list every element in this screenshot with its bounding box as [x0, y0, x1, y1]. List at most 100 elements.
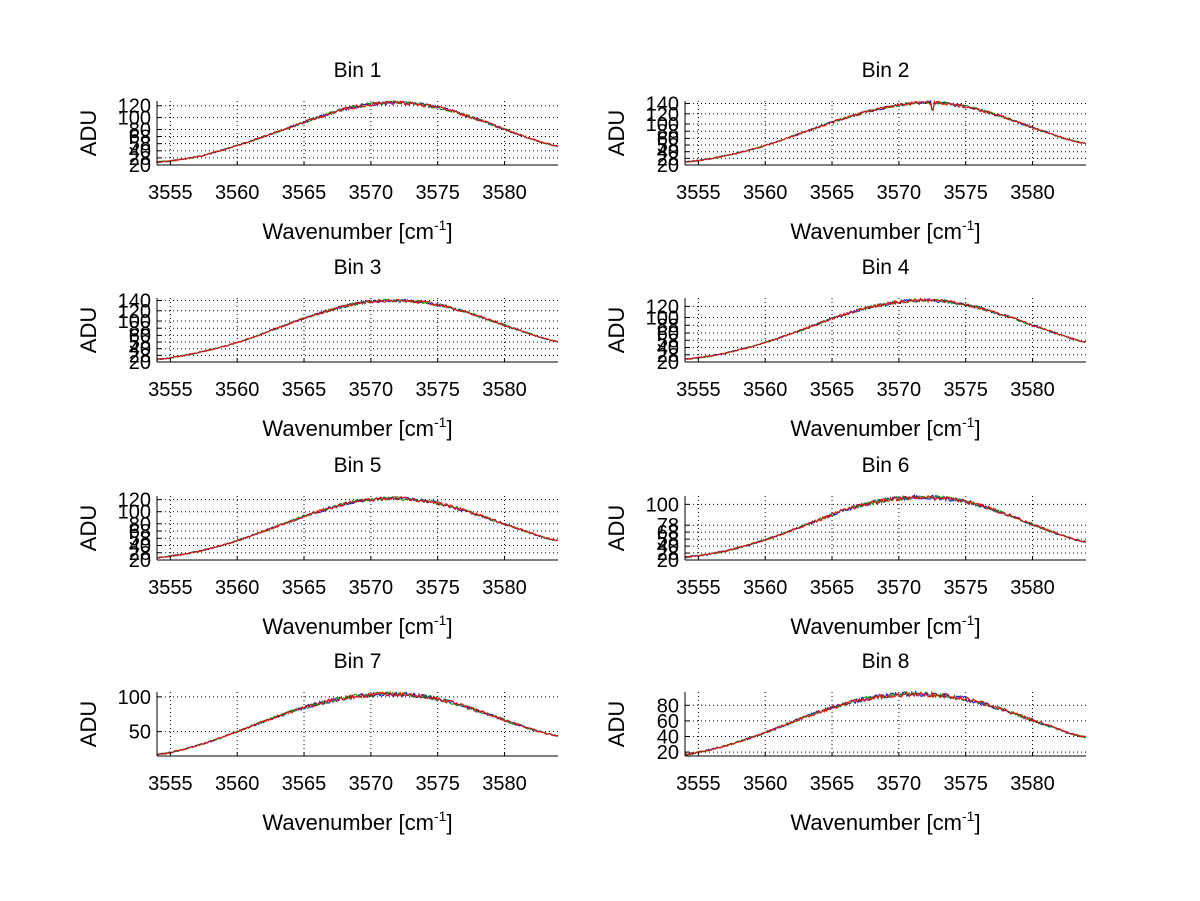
subplot-bin-2: Bin 2 3555 3560 3565 3570 3575 3580 20284058608… — [604, 59, 1087, 244]
x-tick-label: 3570 — [877, 577, 922, 599]
y-tick-label: 120 — [646, 296, 679, 318]
x-tick-label: 3575 — [415, 379, 460, 401]
y-tick-label: 28 — [129, 543, 151, 565]
series-line-3 — [684, 494, 1087, 558]
y-axis-label: ADU — [76, 110, 101, 156]
x-tick-label: 3555 — [676, 379, 721, 401]
y-axis-label: ADU — [604, 505, 629, 551]
series-line-2 — [156, 99, 559, 163]
chart-title: Bin 8 — [862, 650, 910, 673]
x-tick-label: 3555 — [148, 577, 193, 599]
y-tick-label: 40 — [657, 142, 679, 164]
y-tick-label: 68 — [129, 127, 151, 149]
y-axis-label: ADU — [604, 701, 629, 747]
x-tick-label: 3565 — [810, 773, 855, 795]
x-axis-label: Wavenumber [cm-1] — [790, 414, 980, 441]
x-tick-label: 3565 — [282, 773, 327, 795]
x-tick-label: 3560 — [743, 379, 788, 401]
x-tick-label: 3580 — [1010, 182, 1055, 204]
y-tick-label: 60 — [657, 128, 679, 150]
x-tick-label: 3570 — [877, 182, 922, 204]
y-tick-label: 100 — [646, 307, 679, 329]
y-axis-label: ADU — [604, 307, 629, 353]
y-tick-label: 88 — [657, 315, 679, 337]
subplot-bin-4: Bin 4 3555 3560 3565 3570 3575 3580 20284058608… — [604, 256, 1087, 441]
series-line-1 — [684, 298, 1087, 360]
series-line-1 — [156, 691, 559, 755]
x-tick-label: 3570 — [877, 379, 922, 401]
x-tick-label: 3570 — [349, 773, 394, 795]
x-tick-label: 3565 — [282, 182, 327, 204]
x-tick-label: 3575 — [943, 379, 988, 401]
x-tick-label: 3575 — [415, 182, 460, 204]
chart-title: Bin 5 — [334, 454, 382, 477]
x-axis-label: Wavenumber [cm-1] — [790, 217, 980, 244]
y-tick-label: 40 — [129, 339, 151, 361]
x-tick-label: 3580 — [482, 182, 527, 204]
y-tick-label: 58 — [129, 332, 151, 354]
y-tick-label: 58 — [657, 529, 679, 551]
y-axis-label: ADU — [76, 307, 101, 353]
x-tick-label: 3555 — [676, 773, 721, 795]
y-tick-label: 50 — [129, 722, 151, 744]
y-tick-label: 40 — [657, 536, 679, 558]
series-line-2 — [684, 494, 1087, 559]
y-tick-label: 68 — [129, 521, 151, 543]
series-line-3 — [685, 297, 1087, 360]
y-tick-label: 28 — [129, 148, 151, 170]
y-tick-label: 40 — [129, 141, 151, 163]
y-tick-label: 80 — [129, 514, 151, 536]
y-tick-label: 80 — [129, 119, 151, 141]
series-line-2 — [156, 691, 559, 756]
series-line-2 — [684, 690, 1087, 756]
y-tick-label: 60 — [657, 323, 679, 345]
chart-title: Bin 7 — [334, 650, 382, 673]
chart-title: Bin 4 — [862, 256, 910, 279]
x-tick-label: 3565 — [810, 182, 855, 204]
subplot-bin-1: Bin 1 3555 3560 3565 3570 3575 3580 20284058688… — [76, 59, 559, 244]
x-tick-label: 3580 — [1010, 773, 1055, 795]
subplot-bin-7: Bin 7 3555 3560 3565 3570 3575 3580 50 100 ADU Wav… — [76, 650, 559, 835]
series-line-3 — [156, 690, 558, 756]
series-line-3 — [156, 496, 559, 559]
y-tick-label: 20 — [657, 550, 679, 572]
x-tick-label: 3575 — [943, 577, 988, 599]
x-tick-label: 3555 — [676, 182, 721, 204]
y-tick-label: 140 — [646, 94, 679, 116]
y-tick-label: 28 — [657, 148, 679, 170]
y-tick-label: 20 — [657, 155, 679, 177]
x-tick-label: 3580 — [1010, 577, 1055, 599]
series-line-2 — [684, 100, 1087, 163]
chart-title: Bin 6 — [862, 454, 910, 477]
x-tick-label: 3560 — [215, 182, 260, 204]
x-axis-label: Wavenumber [cm-1] — [262, 414, 452, 441]
x-tick-label: 3565 — [810, 379, 855, 401]
x-tick-label: 3560 — [215, 379, 260, 401]
series-line-1 — [684, 690, 1087, 756]
subplot-bin-6: Bin 6 3555 3560 3565 3570 3575 3580 20284058687… — [604, 454, 1087, 639]
y-tick-label: 40 — [657, 726, 679, 748]
y-tick-label: 60 — [129, 325, 151, 347]
x-tick-label: 3560 — [215, 577, 260, 599]
y-tick-label: 100 — [118, 502, 151, 524]
series-line-1 — [156, 100, 559, 164]
y-tick-label: 100 — [118, 687, 151, 709]
x-tick-label: 3555 — [676, 577, 721, 599]
y-tick-label: 100 — [646, 494, 679, 516]
x-tick-label: 3565 — [810, 577, 855, 599]
x-tick-label: 3560 — [743, 577, 788, 599]
x-tick-label: 3580 — [482, 379, 527, 401]
y-tick-label: 100 — [118, 108, 151, 130]
y-tick-label: 20 — [129, 352, 151, 374]
x-tick-label: 3565 — [282, 379, 327, 401]
x-tick-label: 3570 — [349, 182, 394, 204]
y-tick-label: 78 — [657, 515, 679, 537]
series-line-2 — [684, 298, 1086, 360]
x-tick-label: 3575 — [943, 773, 988, 795]
y-tick-label: 20 — [129, 550, 151, 572]
y-tick-label: 120 — [118, 301, 151, 323]
series-line-1 — [156, 298, 559, 361]
series-line-3 — [156, 99, 559, 164]
